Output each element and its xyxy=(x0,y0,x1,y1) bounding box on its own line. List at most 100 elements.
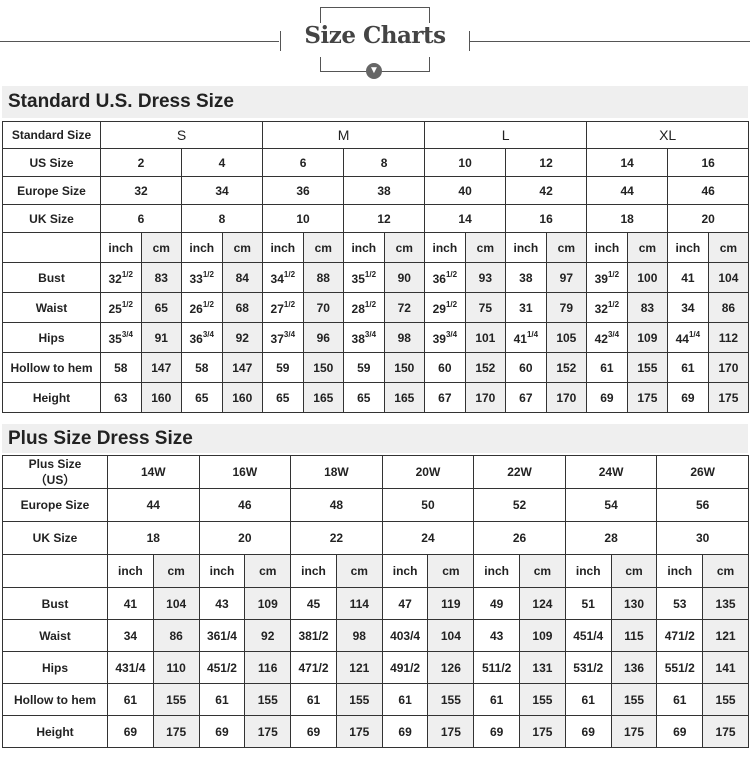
plus-size-table: Plus Size （US） 14W 16W 18W 20W 22W 24W 26W Europe… xyxy=(2,455,749,748)
table-row: US Size 2 4 6 8 10 12 14 16 xyxy=(2,148,750,177)
unit-inch: inch xyxy=(262,232,304,263)
value-cm: 155 xyxy=(702,683,749,716)
value-inch: 61 xyxy=(656,683,704,716)
value-cm: 104 xyxy=(152,587,200,620)
value-cm: 70 xyxy=(302,292,345,323)
value-inch: 441/4 xyxy=(667,322,709,353)
value-inch: 361/2 xyxy=(424,262,466,293)
unit-inch: inch xyxy=(564,554,612,588)
header-frame xyxy=(320,7,321,23)
value-cm: 121 xyxy=(702,619,749,652)
unit-cm: cm xyxy=(335,554,383,588)
value-cm: 109 xyxy=(244,587,292,620)
value-inch: 60 xyxy=(424,352,466,383)
size-value: 18 xyxy=(107,521,200,555)
value-cm: 160 xyxy=(140,382,182,413)
value-inch: 69 xyxy=(586,382,628,413)
value-inch: 363/4 xyxy=(181,322,223,353)
value-inch: 451/4 xyxy=(564,619,612,652)
value-inch: 61 xyxy=(198,683,246,716)
row-label: Hollow to hem xyxy=(2,352,101,383)
value-cm: 175 xyxy=(427,715,475,748)
value-cm: 126 xyxy=(427,651,475,684)
size-value: 26 xyxy=(473,521,566,555)
value-inch: 351/2 xyxy=(343,262,385,293)
table-row: UK Size 6 8 10 12 14 16 18 20 xyxy=(2,204,750,233)
value-inch: 551/2 xyxy=(656,651,704,684)
row-label xyxy=(2,232,101,263)
header-rule-left xyxy=(0,41,279,42)
value-cm: 124 xyxy=(519,587,566,620)
value-inch: 69 xyxy=(107,715,154,748)
value-cm: 72 xyxy=(383,292,426,323)
value-inch: 41 xyxy=(667,262,709,293)
size-group: 22W xyxy=(473,455,566,489)
value-cm: 175 xyxy=(335,715,383,748)
value-cm: 109 xyxy=(626,322,669,353)
value-inch: 61 xyxy=(473,683,521,716)
value-cm: 130 xyxy=(610,587,658,620)
value-inch: 53 xyxy=(656,587,704,620)
value-inch: 69 xyxy=(564,715,612,748)
value-cm: 136 xyxy=(610,651,658,684)
header-tick-left xyxy=(280,31,281,51)
value-inch: 61 xyxy=(586,352,628,383)
value-cm: 84 xyxy=(221,262,264,293)
size-value: 12 xyxy=(505,148,588,177)
value-cm: 175 xyxy=(152,715,200,748)
size-value: 10 xyxy=(262,204,345,233)
unit-cm: cm xyxy=(519,554,566,588)
value-cm: 131 xyxy=(519,651,566,684)
value-cm: 116 xyxy=(244,651,292,684)
value-inch: 271/2 xyxy=(262,292,304,323)
unit-cm: cm xyxy=(244,554,292,588)
size-value: 30 xyxy=(656,521,749,555)
size-group: 16W xyxy=(198,455,292,489)
table-row: Hollow to hem 58 147 58 147 59 150 59 150 60 152 60… xyxy=(2,352,750,383)
unit-inch: inch xyxy=(586,232,628,263)
size-value: 20 xyxy=(667,204,750,233)
value-cm: 104 xyxy=(427,619,475,652)
value-inch: 60 xyxy=(505,352,547,383)
row-label: Height xyxy=(2,382,101,413)
size-value: 8 xyxy=(343,148,426,177)
unit-inch: inch xyxy=(381,554,429,588)
value-inch: 34 xyxy=(107,619,154,652)
size-value: 14 xyxy=(424,204,507,233)
unit-inch: inch xyxy=(181,232,223,263)
size-group: 26W xyxy=(656,455,749,489)
size-value: 54 xyxy=(564,488,658,522)
unit-cm: cm xyxy=(610,554,658,588)
size-group: 18W xyxy=(290,455,383,489)
value-inch: 61 xyxy=(107,683,154,716)
header-rule-right xyxy=(470,41,750,42)
value-inch: 381/2 xyxy=(290,619,337,652)
unit-inch: inch xyxy=(343,232,385,263)
value-inch: 431/4 xyxy=(107,651,154,684)
size-value: 4 xyxy=(180,148,264,177)
size-value: 24 xyxy=(381,521,475,555)
unit-inch: inch xyxy=(505,232,547,263)
value-inch: 61 xyxy=(564,683,612,716)
table-row: Height 63 160 65 160 65 165 65 165 67 170 67 170 69 17… xyxy=(2,382,750,413)
value-inch: 67 xyxy=(505,382,547,413)
size-value: 34 xyxy=(180,176,264,205)
size-value: 50 xyxy=(381,488,475,522)
size-group-row: Standard Size S M L XL xyxy=(2,121,750,149)
value-cm: 93 xyxy=(464,262,507,293)
value-inch: 531/2 xyxy=(564,651,612,684)
value-cm: 155 xyxy=(152,683,200,716)
value-inch: 321/2 xyxy=(100,262,142,293)
value-cm: 83 xyxy=(140,262,182,293)
value-cm: 109 xyxy=(519,619,566,652)
size-value: 46 xyxy=(667,176,750,205)
table-row: Hips 431/4 110 451/2 116 471/2 121 491/2 126 511/… xyxy=(2,651,749,684)
size-group: L xyxy=(424,121,588,149)
value-cm: 150 xyxy=(302,352,345,383)
value-inch: 403/4 xyxy=(381,619,429,652)
size-value: 48 xyxy=(290,488,383,522)
value-inch: 361/4 xyxy=(198,619,246,652)
size-group: 24W xyxy=(564,455,658,489)
size-group-row: Plus Size （US） 14W 16W 18W 20W 22W 24W 26W xyxy=(2,455,749,489)
size-group: M xyxy=(262,121,426,149)
